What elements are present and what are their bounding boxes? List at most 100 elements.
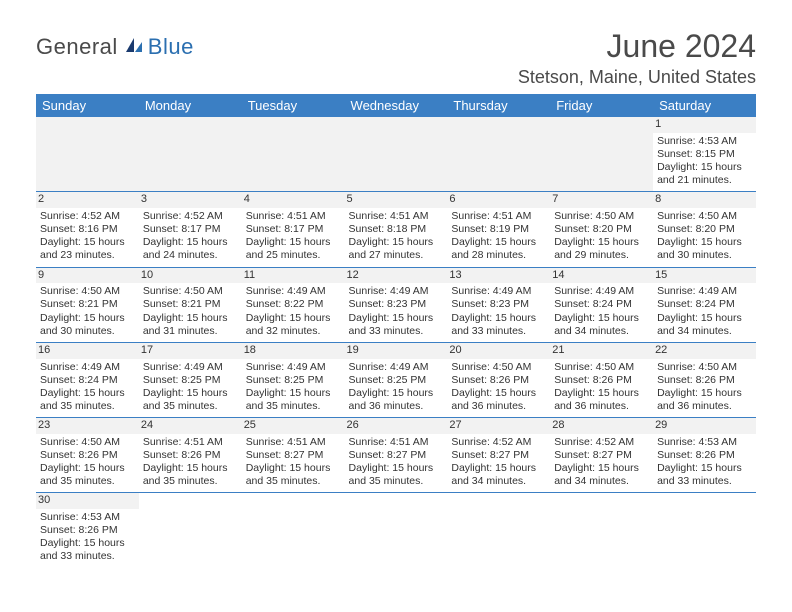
daylight-line-1: Daylight: 15 hours <box>246 312 341 325</box>
daylight-line-1: Daylight: 15 hours <box>451 236 546 249</box>
sunset-line: Sunset: 8:27 PM <box>349 449 444 462</box>
day-number: 13 <box>447 268 550 284</box>
daylight-line-2: and 35 minutes. <box>246 400 341 413</box>
day-cell <box>345 117 448 192</box>
sunset-line: Sunset: 8:17 PM <box>246 223 341 236</box>
sunset-line: Sunset: 8:25 PM <box>349 374 444 387</box>
daylight-line-2: and 24 minutes. <box>143 249 238 262</box>
day-cell: 24Sunrise: 4:51 AMSunset: 8:26 PMDayligh… <box>139 418 242 493</box>
calendar-body: 1Sunrise: 4:53 AMSunset: 8:15 PMDaylight… <box>36 117 756 568</box>
day-number: 5 <box>345 192 448 208</box>
sunrise-line: Sunrise: 4:52 AM <box>143 210 238 223</box>
day-cell: 21Sunrise: 4:50 AMSunset: 8:26 PMDayligh… <box>550 342 653 417</box>
daylight-line-1: Daylight: 15 hours <box>657 236 752 249</box>
daylight-line-2: and 36 minutes. <box>349 400 444 413</box>
sunrise-line: Sunrise: 4:52 AM <box>554 436 649 449</box>
day-number: 4 <box>242 192 345 208</box>
day-cell: 9Sunrise: 4:50 AMSunset: 8:21 PMDaylight… <box>36 267 139 342</box>
day-cell: 6Sunrise: 4:51 AMSunset: 8:19 PMDaylight… <box>447 192 550 267</box>
day-cell: 11Sunrise: 4:49 AMSunset: 8:22 PMDayligh… <box>242 267 345 342</box>
day-number: 28 <box>550 418 653 434</box>
daylight-line-2: and 34 minutes. <box>554 475 649 488</box>
daylight-line-2: and 34 minutes. <box>554 325 649 338</box>
daylight-line-2: and 33 minutes. <box>40 550 135 563</box>
sunset-line: Sunset: 8:26 PM <box>451 374 546 387</box>
day-number: 29 <box>653 418 756 434</box>
sunrise-line: Sunrise: 4:51 AM <box>246 210 341 223</box>
day-number: 6 <box>447 192 550 208</box>
day-number: 19 <box>345 343 448 359</box>
daylight-line-2: and 28 minutes. <box>451 249 546 262</box>
sunrise-line: Sunrise: 4:49 AM <box>451 285 546 298</box>
sunset-line: Sunset: 8:24 PM <box>40 374 135 387</box>
day-cell: 28 Sunrise: 4:52 AMSunset: 8:27 PMDayligh… <box>550 418 653 493</box>
day-cell: 16Sunrise: 4:49 AMSunset: 8:24 PMDayligh… <box>36 342 139 417</box>
day-cell: 19Sunrise: 4:49 AMSunset: 8:25 PMDayligh… <box>345 342 448 417</box>
daylight-line-1: Daylight: 15 hours <box>40 312 135 325</box>
daylight-line-2: and 31 minutes. <box>143 325 238 338</box>
sunset-line: Sunset: 8:24 PM <box>657 298 752 311</box>
daylight-line-2: and 33 minutes. <box>451 325 546 338</box>
daylight-line-2: and 33 minutes. <box>657 475 752 488</box>
logo-text-2: Blue <box>148 34 194 60</box>
day-number: 10 <box>139 268 242 284</box>
daylight-line-1: Daylight: 15 hours <box>349 462 444 475</box>
daylight-line-2: and 35 minutes. <box>40 475 135 488</box>
daylight-line-2: and 35 minutes. <box>143 475 238 488</box>
sunset-line: Sunset: 8:26 PM <box>657 449 752 462</box>
daylight-line-1: Daylight: 15 hours <box>657 161 752 174</box>
sunset-line: Sunset: 8:26 PM <box>657 374 752 387</box>
daylight-line-1: Daylight: 15 hours <box>246 236 341 249</box>
sunset-line: Sunset: 8:27 PM <box>554 449 649 462</box>
daylight-line-2: and 29 minutes. <box>554 249 649 262</box>
day-number: 17 <box>139 343 242 359</box>
day-header: Friday <box>550 94 653 117</box>
day-cell <box>447 493 550 568</box>
day-cell <box>345 493 448 568</box>
day-number: 25 <box>242 418 345 434</box>
day-cell: 4 Sunrise: 4:51 AMSunset: 8:17 PMDaylight… <box>242 192 345 267</box>
day-cell: 12Sunrise: 4:49 AMSunset: 8:23 PMDayligh… <box>345 267 448 342</box>
day-cell: 23Sunrise: 4:50 AMSunset: 8:26 PMDayligh… <box>36 418 139 493</box>
month-title: June 2024 <box>518 28 756 65</box>
sunrise-line: Sunrise: 4:51 AM <box>143 436 238 449</box>
sunset-line: Sunset: 8:16 PM <box>40 223 135 236</box>
sunset-line: Sunset: 8:26 PM <box>554 374 649 387</box>
sunset-line: Sunset: 8:27 PM <box>451 449 546 462</box>
daylight-line-2: and 32 minutes. <box>246 325 341 338</box>
daylight-line-2: and 34 minutes. <box>657 325 752 338</box>
sunrise-line: Sunrise: 4:49 AM <box>246 285 341 298</box>
day-cell: 10Sunrise: 4:50 AMSunset: 8:21 PMDayligh… <box>139 267 242 342</box>
sunset-line: Sunset: 8:23 PM <box>349 298 444 311</box>
day-cell <box>447 117 550 192</box>
sunset-line: Sunset: 8:19 PM <box>451 223 546 236</box>
day-cell: 17Sunrise: 4:49 AMSunset: 8:25 PMDayligh… <box>139 342 242 417</box>
daylight-line-2: and 27 minutes. <box>349 249 444 262</box>
daylight-line-1: Daylight: 15 hours <box>554 236 649 249</box>
day-header: Wednesday <box>345 94 448 117</box>
daylight-line-1: Daylight: 15 hours <box>143 312 238 325</box>
daylight-line-2: and 35 minutes. <box>349 475 444 488</box>
sunset-line: Sunset: 8:21 PM <box>143 298 238 311</box>
day-cell: 3Sunrise: 4:52 AMSunset: 8:17 PMDaylight… <box>139 192 242 267</box>
daylight-line-1: Daylight: 15 hours <box>554 462 649 475</box>
sunrise-line: Sunrise: 4:53 AM <box>657 436 752 449</box>
daylight-line-1: Daylight: 15 hours <box>143 236 238 249</box>
daylight-line-1: Daylight: 15 hours <box>143 462 238 475</box>
daylight-line-2: and 35 minutes. <box>40 400 135 413</box>
daylight-line-1: Daylight: 15 hours <box>451 312 546 325</box>
day-cell: 25Sunrise: 4:51 AMSunset: 8:27 PMDayligh… <box>242 418 345 493</box>
day-cell: 15Sunrise: 4:49 AMSunset: 8:24 PMDayligh… <box>653 267 756 342</box>
day-number: 18 <box>242 343 345 359</box>
day-number: 1 <box>653 117 756 133</box>
daylight-line-1: Daylight: 15 hours <box>246 462 341 475</box>
day-cell: 2Sunrise: 4:52 AMSunset: 8:16 PMDaylight… <box>36 192 139 267</box>
day-cell <box>653 493 756 568</box>
day-cell: 27Sunrise: 4:52 AMSunset: 8:27 PMDayligh… <box>447 418 550 493</box>
day-number: 23 <box>36 418 139 434</box>
daylight-line-2: and 35 minutes. <box>246 475 341 488</box>
daylight-line-2: and 36 minutes. <box>554 400 649 413</box>
logo: General Blue <box>36 34 194 60</box>
sunrise-line: Sunrise: 4:53 AM <box>657 135 752 148</box>
day-cell: 8Sunrise: 4:50 AMSunset: 8:20 PMDaylight… <box>653 192 756 267</box>
